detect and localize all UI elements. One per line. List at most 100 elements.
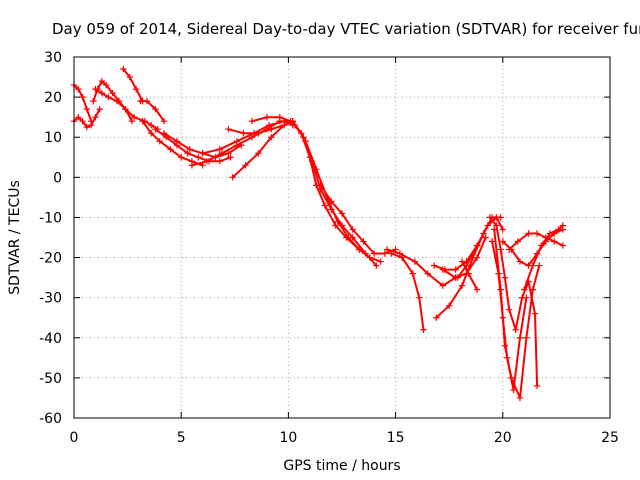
data-point-marker (263, 113, 271, 121)
data-point-marker (491, 226, 498, 233)
data-point-marker (328, 198, 335, 205)
data-point-marker (160, 117, 168, 125)
data-point-marker (83, 123, 91, 131)
data-point-marker (156, 138, 163, 145)
data-point-marker (75, 113, 82, 121)
y-tick-label: -10 (39, 210, 62, 226)
data-point-marker (130, 113, 138, 121)
chart-title: Day 059 of 2014, Sidereal Day-to-day VTE… (52, 20, 640, 38)
data-point-marker (240, 130, 247, 137)
series-arc-5 (92, 85, 161, 133)
y-tick-labels: 30 20 10 0 -10 -20 -30 -40 -50 -60 (39, 50, 62, 427)
data-point-marker (523, 334, 530, 341)
data-point-marker (90, 97, 97, 105)
data-point-marker (98, 77, 106, 85)
data-point-marker (75, 85, 82, 93)
data-point-marker (128, 117, 136, 125)
data-point-marker (242, 162, 249, 169)
data-point-marker (96, 105, 103, 113)
data-point-marker (420, 326, 427, 333)
x-tick-label: 25 (601, 430, 619, 446)
y-tick-label: 20 (44, 90, 62, 106)
data-point-marker (488, 238, 496, 245)
series-arc-1 (70, 105, 103, 131)
data-point-marker (499, 238, 506, 245)
data-point-marker (280, 121, 288, 129)
data-point-marker (203, 158, 211, 165)
data-point-marker (377, 258, 384, 265)
data-point-marker (497, 246, 504, 253)
data-point-marker (360, 238, 367, 245)
data-point-marker (370, 250, 378, 257)
x-tick-label: 15 (387, 430, 405, 446)
data-point-marker (178, 154, 185, 161)
data-point-marker (167, 146, 174, 153)
data-point-marker (122, 105, 129, 113)
data-point-marker (529, 262, 537, 269)
data-point-marker (152, 126, 159, 133)
data-point-marker (302, 138, 309, 145)
y-tick-label: -30 (39, 291, 62, 307)
data-point-marker (227, 154, 234, 161)
data-point-marker (529, 286, 537, 293)
series-line (304, 140, 382, 263)
series-arc-13 (225, 117, 296, 137)
data-point-marker (521, 286, 528, 293)
data-point-marker (225, 126, 232, 133)
data-point-marker (345, 234, 352, 241)
x-tick-label: 5 (177, 430, 186, 446)
data-point-marker (268, 126, 275, 133)
data-point-marker (482, 234, 489, 241)
data-point-marker (92, 113, 99, 121)
data-point-marker (373, 262, 380, 269)
data-point-marker (514, 238, 522, 245)
data-point-marker (439, 266, 446, 273)
data-point-marker (484, 222, 491, 229)
data-point-marker (233, 138, 241, 145)
data-point-marker (186, 146, 193, 153)
data-point-marker (523, 294, 530, 301)
data-point-marker (98, 89, 106, 97)
data-point-marker (452, 266, 459, 273)
data-point-marker (147, 121, 155, 129)
data-point-marker (533, 382, 541, 390)
y-tick-label: -60 (39, 411, 62, 427)
data-point-marker (188, 162, 196, 169)
data-point-marker (409, 270, 416, 277)
data-point-marker (383, 246, 391, 253)
data-point-marker (555, 226, 562, 233)
data-point-marker (495, 270, 502, 277)
data-point-marker (143, 97, 151, 105)
data-point-marker (415, 294, 423, 301)
data-point-marker (332, 222, 339, 229)
data-point-marker (173, 138, 181, 145)
data-point-marker (510, 386, 517, 394)
x-axis-label: GPS time / hours (283, 458, 400, 474)
data-point-marker (503, 354, 511, 362)
series-line (386, 248, 457, 287)
x-tick-labels: 0 5 10 15 20 25 (70, 430, 619, 446)
data-point-marker (512, 326, 519, 333)
data-point-marker (381, 250, 389, 257)
data-point-marker (506, 306, 513, 313)
series-arc-31 (521, 222, 567, 293)
axis-ticks (73, 56, 611, 419)
series-arc-6 (137, 97, 168, 125)
data-point-marker (516, 258, 524, 265)
data-point-marker (152, 105, 159, 113)
data-point-marker (113, 97, 121, 105)
data-point-marker (248, 117, 256, 125)
data-point-marker (216, 146, 223, 153)
data-point-marker (349, 226, 356, 233)
series-line (122, 68, 144, 103)
data-point-marker (300, 134, 307, 141)
data-point-marker (83, 105, 91, 113)
data-point-marker (499, 314, 506, 321)
data-point-marker (533, 230, 541, 237)
series-arc-28 (488, 238, 530, 394)
data-point-marker (430, 262, 438, 269)
series-arc-17 (302, 138, 384, 265)
data-point-marker (218, 150, 226, 157)
data-point-marker (255, 130, 262, 137)
